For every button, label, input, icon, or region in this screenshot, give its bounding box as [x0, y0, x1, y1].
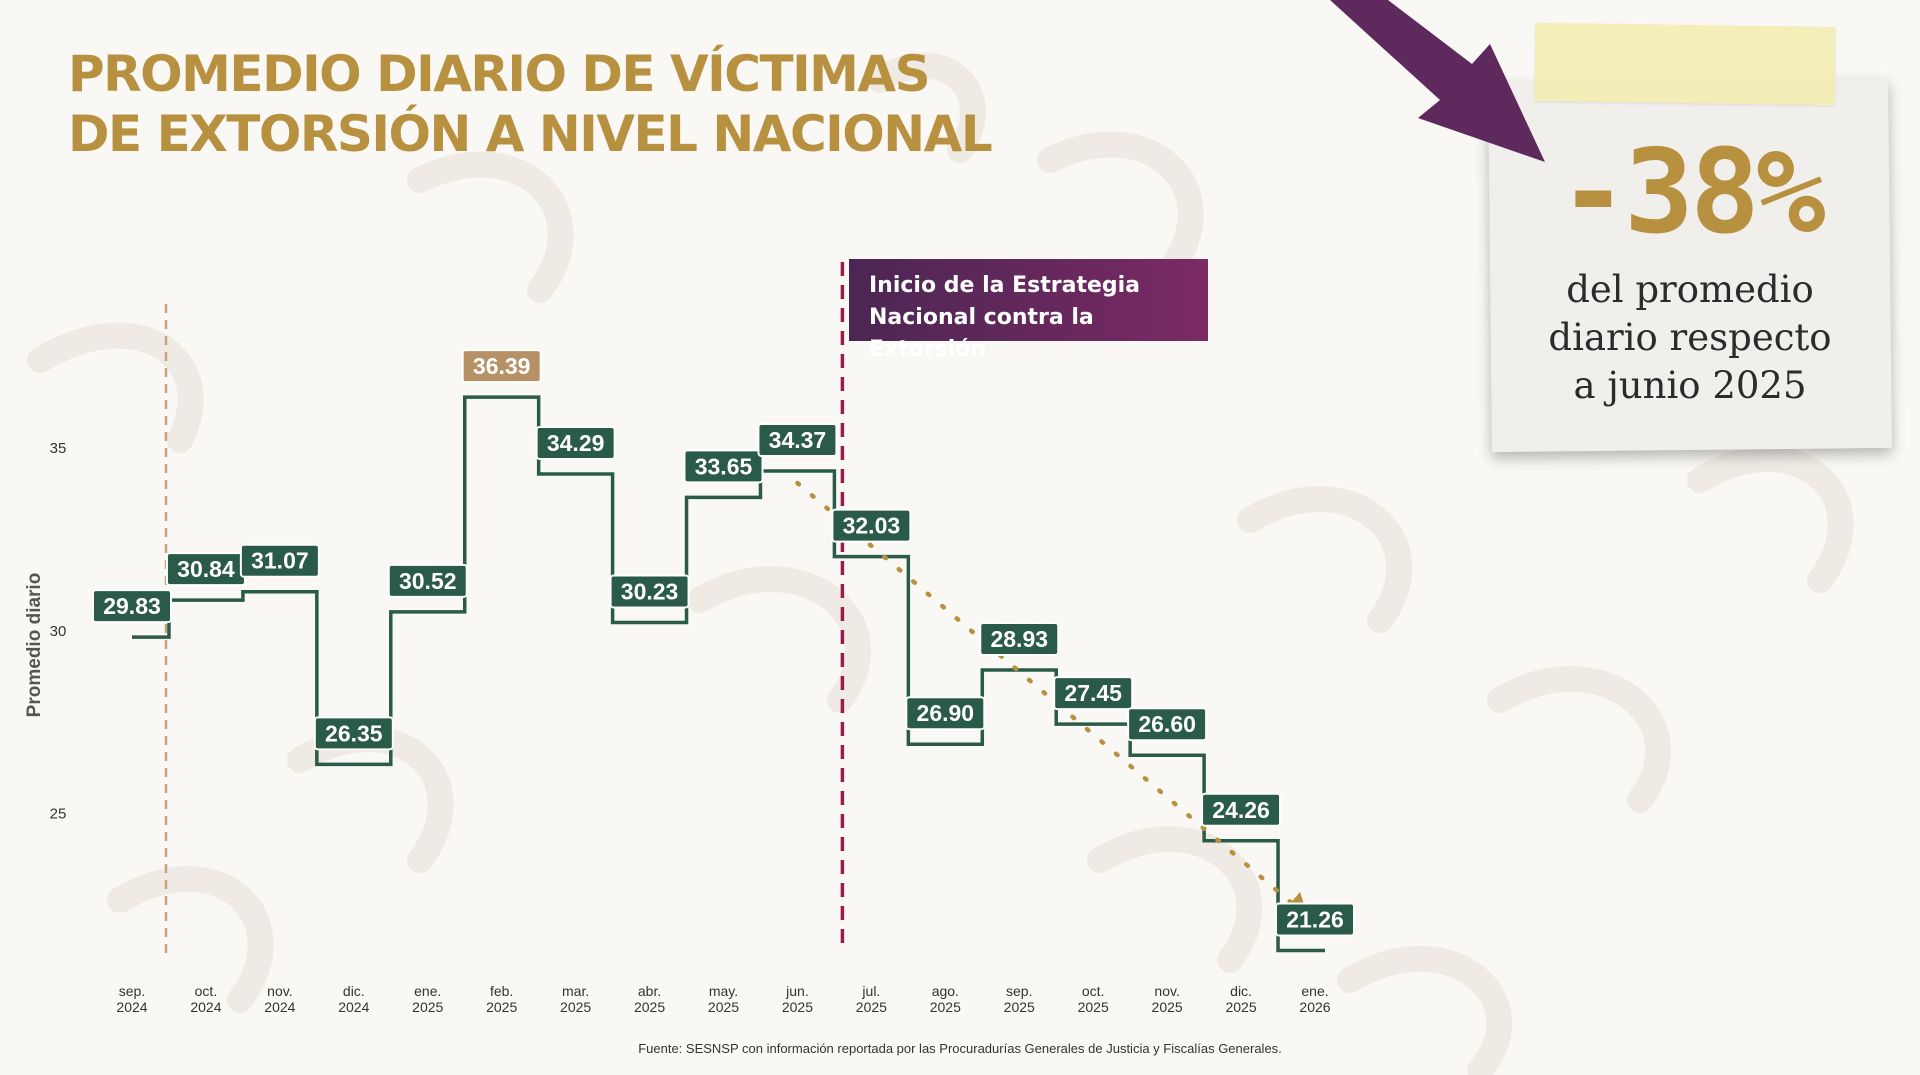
x-tick-label: mar. [562, 983, 589, 999]
y-tick-label: 30 [50, 623, 67, 640]
x-tick-year: 2025 [560, 999, 591, 1015]
data-label-box [239, 543, 320, 578]
chart-title: PROMEDIO DIARIO DE VÍCTIMAS DE EXTORSIÓN… [68, 44, 993, 164]
x-tick-label: dic. [343, 983, 365, 999]
data-label-box [387, 563, 468, 598]
x-tick-year: 2025 [1225, 999, 1256, 1015]
y-tick-label: 35 [50, 440, 67, 457]
x-tick-year: 2025 [634, 999, 665, 1015]
x-tick-year: 2024 [190, 999, 221, 1015]
data-label-box [979, 621, 1060, 656]
data-label: 33.65 [695, 453, 753, 479]
x-tick-year: 2025 [930, 999, 961, 1015]
note-line-1: del promedio [1566, 268, 1814, 311]
data-label: 28.93 [990, 626, 1048, 652]
data-label-box [1127, 707, 1208, 742]
data-label: 32.03 [843, 513, 901, 539]
x-tick-year: 2025 [1078, 999, 1109, 1015]
data-label: 26.60 [1138, 711, 1196, 737]
callout-line-2: Nacional contra la Extorsión [869, 305, 1094, 362]
data-label: 30.84 [177, 556, 235, 582]
x-tick-year: 2024 [338, 999, 369, 1015]
data-label-box [905, 696, 986, 731]
x-tick-year: 2025 [708, 999, 739, 1015]
callout-line-1: Inicio de la Estrategia [869, 273, 1141, 298]
data-label-box [92, 589, 172, 624]
trend-dotted-line [795, 480, 1294, 905]
trend-layer [795, 480, 1308, 917]
data-label: 26.90 [917, 700, 975, 726]
x-tick-label: nov. [267, 983, 292, 999]
data-label: 34.37 [769, 427, 827, 453]
y-axis-label: Promedio diario [24, 573, 45, 718]
source-note: Fuente: SESNSP con información reportada… [638, 1041, 1282, 1056]
data-label: 21.26 [1286, 906, 1344, 932]
y-tick-label: 25 [50, 806, 67, 823]
strategy-callout: Inicio de la Estrategia Nacional contra … [849, 259, 1208, 362]
x-tick-label: feb. [490, 983, 513, 999]
title-line-1: PROMEDIO DIARIO DE VÍCTIMAS [68, 45, 931, 103]
data-label-box [831, 508, 912, 543]
x-tick-label: jun. [785, 983, 809, 999]
data-label: 30.52 [399, 568, 457, 594]
x-tick-label: ago. [932, 983, 959, 999]
data-label: 34.29 [547, 430, 605, 456]
data-label: 24.26 [1212, 797, 1270, 823]
x-tick-label: sep. [119, 983, 145, 999]
x-tick-year: 2025 [1152, 999, 1183, 1015]
data-label: 31.07 [251, 548, 309, 574]
note-line-2: diario respecto [1548, 316, 1832, 359]
data-label: 29.83 [103, 593, 161, 619]
x-tick-year: 2024 [264, 999, 295, 1015]
data-label: 36.39 [473, 353, 531, 379]
data-label-box [1053, 676, 1134, 711]
x-tick-label: oct. [1082, 983, 1105, 999]
down-arrow-icon [1330, 0, 1545, 162]
x-tick-year: 2025 [486, 999, 517, 1015]
data-label-box [1275, 902, 1355, 937]
data-label: 27.45 [1064, 680, 1122, 706]
x-tick-label: dic. [1230, 983, 1252, 999]
data-label-box [535, 425, 616, 460]
x-tick-year: 2025 [1004, 999, 1035, 1015]
x-tick-year: 2024 [116, 999, 147, 1015]
data-label-box [461, 349, 542, 384]
note-text: del promedio diario respecto a junio 202… [1490, 266, 1890, 410]
x-tick-year: 2025 [412, 999, 443, 1015]
x-tick-label: oct. [195, 983, 218, 999]
x-tick-label: sep. [1006, 983, 1032, 999]
data-labels: 29.83 30.84 31.07 26.35 30.52 36.39 34.29 30.23… [92, 349, 1355, 937]
percent-change: -38% [1558, 125, 1825, 260]
x-tick-year: 2025 [856, 999, 887, 1015]
data-label-box [313, 716, 394, 751]
title-line-2: DE EXTORSIÓN A NIVEL NACIONAL [68, 105, 993, 163]
x-tick-label: ene. [414, 983, 441, 999]
x-tick-label: abr. [638, 983, 661, 999]
data-label-box [1201, 792, 1282, 827]
x-tick-year: 2026 [1299, 999, 1330, 1015]
data-label: 26.35 [325, 720, 383, 746]
data-label-box [609, 574, 690, 609]
data-label: 30.23 [621, 578, 679, 604]
reference-lines [164, 262, 845, 955]
note-line-3: a junio 2025 [1573, 364, 1807, 407]
data-label-box [683, 449, 764, 484]
data-label-box [757, 423, 838, 458]
x-tick-label: nov. [1154, 983, 1179, 999]
x-tick-label: may. [709, 983, 738, 999]
x-tick-label: jul. [861, 983, 880, 999]
x-tick-label: ene. [1301, 983, 1328, 999]
x-tick-year: 2025 [782, 999, 813, 1015]
